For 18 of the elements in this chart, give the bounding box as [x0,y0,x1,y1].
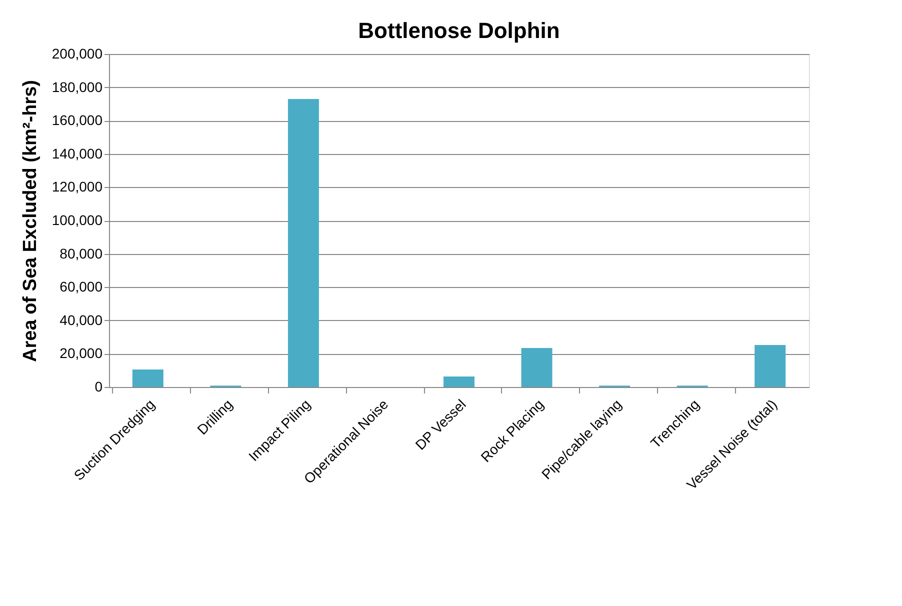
y-tick-label: 180,000 [52,78,103,95]
y-tick-label: 100,000 [52,212,103,228]
bar [444,376,474,387]
y-tick-label: 80,000 [60,245,103,262]
y-tick-label: 200,000 [52,46,103,62]
y-tick-label: 160,000 [52,112,103,128]
bar [288,98,319,387]
y-tick-label: 0 [94,378,103,394]
y-tick-label: 60,000 [60,278,103,295]
y-tick-label: 140,000 [52,145,103,162]
bar [132,370,164,387]
y-tick-label: 40,000 [60,312,103,328]
y-tick-label: 120,000 [52,178,103,195]
chart-title: Bottlenose Dolphin [358,18,560,43]
y-axis-title: Area of Sea Excluded (km²-hrs) [20,80,41,362]
bar [521,348,552,387]
y-tick-label: 20,000 [60,345,103,362]
bar [754,345,786,387]
